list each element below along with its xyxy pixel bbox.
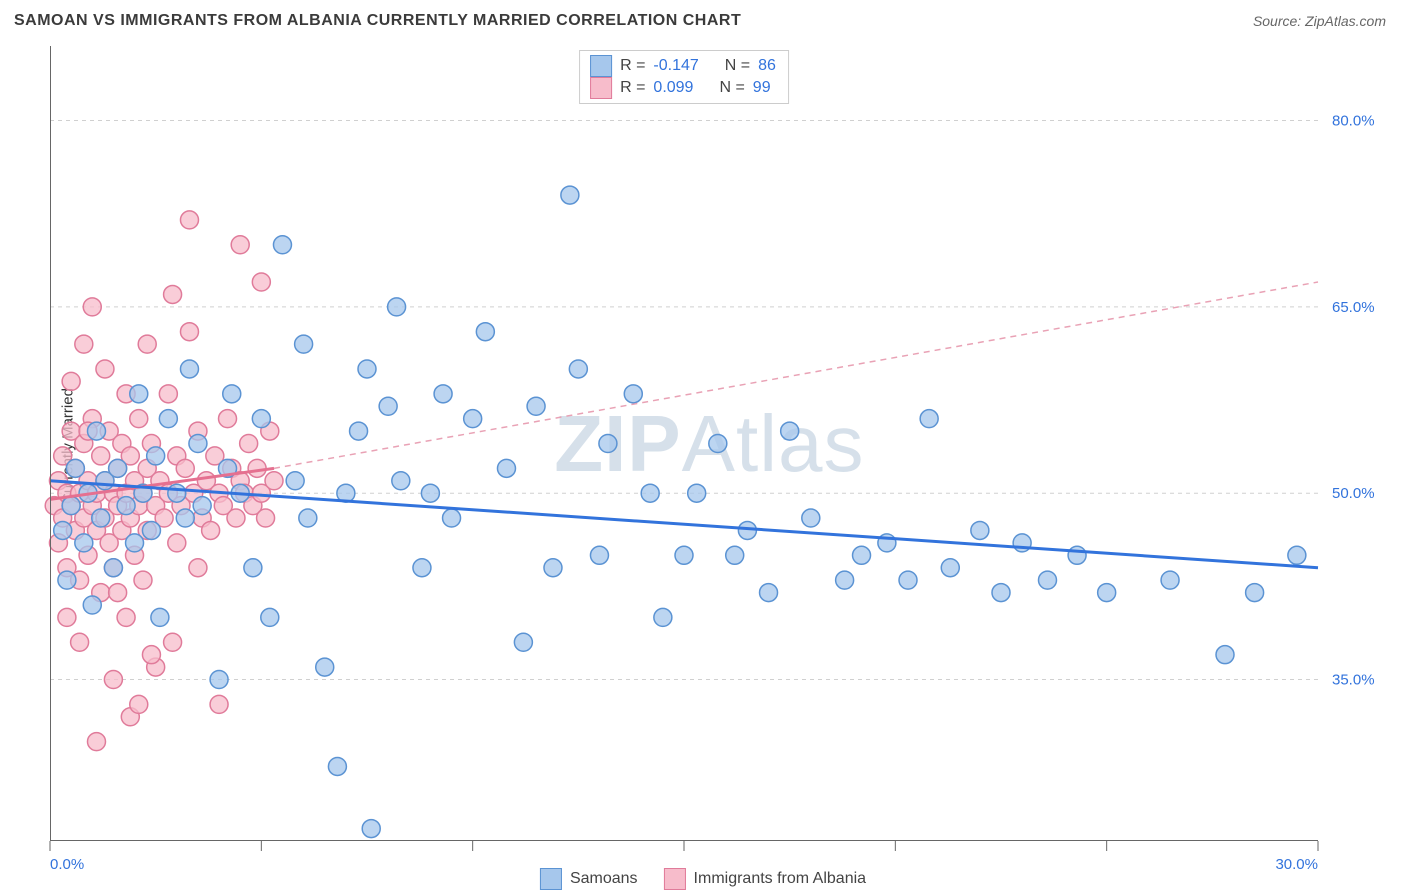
r-value-blue: -0.147	[653, 57, 698, 75]
legend-item-albania: Immigrants from Albania	[664, 868, 867, 890]
legend-row-blue: R = -0.147 N = 86	[590, 55, 778, 77]
legend-item-samoans: Samoans	[540, 868, 638, 890]
r-value-pink: 0.099	[653, 79, 693, 97]
legend-swatch-pink	[664, 868, 686, 890]
source-attribution: Source: ZipAtlas.com	[1253, 13, 1386, 29]
scatter-chart: ZIPAtlas 35.0%50.0%65.0%80.0%0.0%30.0% R…	[50, 46, 1318, 841]
svg-text:0.0%: 0.0%	[50, 856, 84, 873]
r-label: R =	[620, 79, 645, 97]
n-label: N =	[725, 57, 750, 75]
legend-label: Immigrants from Albania	[694, 870, 867, 888]
legend-swatch-blue	[540, 868, 562, 890]
legend-row-pink: R = 0.099 N = 99	[590, 77, 778, 99]
legend-correlation: R = -0.147 N = 86 R = 0.099 N = 99	[579, 50, 789, 104]
chart-title: SAMOAN VS IMMIGRANTS FROM ALBANIA CURREN…	[14, 12, 741, 30]
svg-text:50.0%: 50.0%	[1332, 485, 1375, 502]
svg-text:30.0%: 30.0%	[1275, 856, 1318, 873]
legend-label: Samoans	[570, 870, 638, 888]
n-value-pink: 99	[753, 79, 771, 97]
n-value-blue: 86	[758, 57, 776, 75]
legend-swatch-blue	[590, 55, 612, 77]
legend-swatch-pink	[590, 77, 612, 99]
legend-series: Samoans Immigrants from Albania	[540, 868, 866, 890]
r-label: R =	[620, 57, 645, 75]
svg-text:35.0%: 35.0%	[1332, 672, 1375, 689]
svg-text:65.0%: 65.0%	[1332, 299, 1375, 316]
svg-text:80.0%: 80.0%	[1332, 113, 1375, 130]
plot-border	[50, 46, 1318, 841]
n-label: N =	[719, 79, 744, 97]
